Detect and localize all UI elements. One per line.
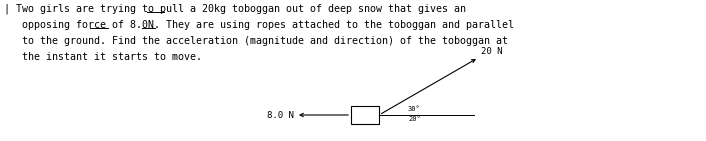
Text: 20 N: 20 N <box>481 48 502 57</box>
Text: the instant it starts to move.: the instant it starts to move. <box>4 52 202 62</box>
Text: 20°: 20° <box>409 116 421 122</box>
Text: 8.0 N: 8.0 N <box>267 111 294 120</box>
Text: 30°: 30° <box>408 106 421 112</box>
Bar <box>351 106 379 124</box>
Text: to the ground. Find the acceleration (magnitude and direction) of the toboggan a: to the ground. Find the acceleration (ma… <box>4 36 508 46</box>
Text: opposing force of 8.0N. They are using ropes attached to the toboggan and parall: opposing force of 8.0N. They are using r… <box>4 20 514 30</box>
Text: | Two girls are trying to pull a 20kg toboggan out of deep snow that gives an: | Two girls are trying to pull a 20kg to… <box>4 4 466 15</box>
